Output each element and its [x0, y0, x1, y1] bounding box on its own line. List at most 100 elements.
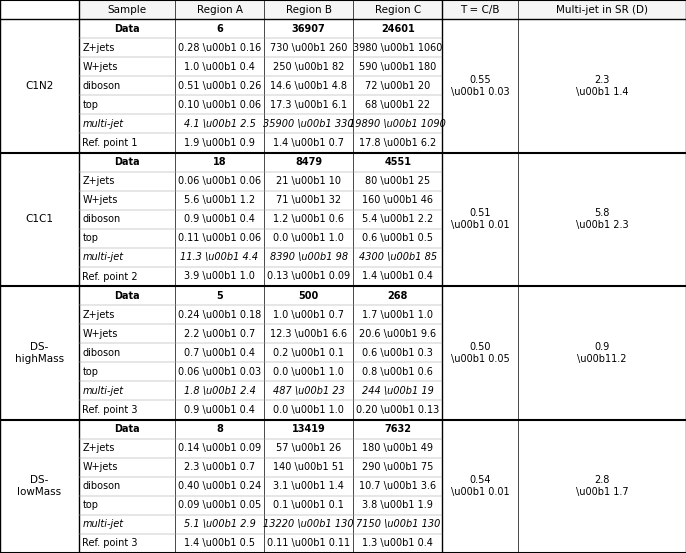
Text: Multi-jet in SR (D): Multi-jet in SR (D): [556, 4, 648, 14]
Text: 0.14 \u00b1 0.09: 0.14 \u00b1 0.09: [178, 443, 261, 453]
Text: 2.3
\u00b1 1.4: 2.3 \u00b1 1.4: [576, 75, 628, 97]
Text: 2.2 \u00b1 0.7: 2.2 \u00b1 0.7: [184, 328, 255, 338]
Text: 13419: 13419: [292, 424, 326, 434]
Text: 0.20 \u00b1 0.13: 0.20 \u00b1 0.13: [356, 405, 440, 415]
Text: Z+jets: Z+jets: [82, 310, 115, 320]
Text: 13220 \u00b1 130: 13220 \u00b1 130: [263, 519, 354, 529]
Text: 0.6 \u00b1 0.5: 0.6 \u00b1 0.5: [362, 233, 434, 243]
Text: 4551: 4551: [384, 157, 412, 167]
Text: 2.8
\u00b1 1.7: 2.8 \u00b1 1.7: [576, 476, 628, 497]
Text: 36907: 36907: [292, 24, 326, 34]
Text: 0.06 \u00b1 0.06: 0.06 \u00b1 0.06: [178, 176, 261, 186]
Text: Data: Data: [114, 424, 140, 434]
Text: 0.0 \u00b1 1.0: 0.0 \u00b1 1.0: [273, 233, 344, 243]
Text: 4.1 \u00b1 2.5: 4.1 \u00b1 2.5: [184, 119, 255, 129]
Text: 17.3 \u00b1 6.1: 17.3 \u00b1 6.1: [270, 100, 347, 110]
Text: W+jets: W+jets: [82, 462, 118, 472]
Text: 6: 6: [216, 24, 223, 34]
Text: Ref. point 3: Ref. point 3: [82, 539, 138, 549]
Text: Z+jets: Z+jets: [82, 176, 115, 186]
Text: 8479: 8479: [295, 157, 322, 167]
Text: top: top: [82, 367, 98, 377]
Text: 5.4 \u00b1 2.2: 5.4 \u00b1 2.2: [362, 215, 434, 225]
Text: 0.9
\u00b11.2: 0.9 \u00b11.2: [577, 342, 627, 363]
Text: 0.24 \u00b1 0.18: 0.24 \u00b1 0.18: [178, 310, 261, 320]
Text: Ref. point 3: Ref. point 3: [82, 405, 138, 415]
Text: 5: 5: [216, 290, 223, 301]
Text: DS-
highMass: DS- highMass: [15, 342, 64, 363]
Text: 0.2 \u00b1 0.1: 0.2 \u00b1 0.1: [273, 348, 344, 358]
Text: 500: 500: [298, 290, 319, 301]
Text: 1.4 \u00b1 0.4: 1.4 \u00b1 0.4: [362, 272, 434, 281]
Text: diboson: diboson: [82, 481, 121, 491]
Text: 68 \u00b1 22: 68 \u00b1 22: [366, 100, 430, 110]
Text: 72 \u00b1 20: 72 \u00b1 20: [365, 81, 431, 91]
Text: 244 \u00b1 19: 244 \u00b1 19: [362, 386, 434, 396]
Text: W+jets: W+jets: [82, 328, 118, 338]
Text: Region C: Region C: [375, 4, 421, 14]
Text: 590 \u00b1 180: 590 \u00b1 180: [359, 62, 436, 72]
Text: 0.0 \u00b1 1.0: 0.0 \u00b1 1.0: [273, 367, 344, 377]
Text: 12.3 \u00b1 6.6: 12.3 \u00b1 6.6: [270, 328, 347, 338]
Text: 8: 8: [216, 424, 223, 434]
Text: 0.13 \u00b1 0.09: 0.13 \u00b1 0.09: [267, 272, 351, 281]
Text: Region B: Region B: [285, 4, 332, 14]
Text: 0.9 \u00b1 0.4: 0.9 \u00b1 0.4: [184, 215, 255, 225]
Text: 730 \u00b1 260: 730 \u00b1 260: [270, 43, 347, 53]
Text: Data: Data: [114, 290, 140, 301]
Text: 160 \u00b1 46: 160 \u00b1 46: [362, 195, 434, 205]
Text: 11.3 \u00b1 4.4: 11.3 \u00b1 4.4: [180, 252, 259, 263]
Text: 0.50
\u00b1 0.05: 0.50 \u00b1 0.05: [451, 342, 510, 363]
Text: 0.55
\u00b1 0.03: 0.55 \u00b1 0.03: [451, 75, 510, 97]
Text: Z+jets: Z+jets: [82, 443, 115, 453]
Text: 0.09 \u00b1 0.05: 0.09 \u00b1 0.05: [178, 500, 261, 510]
Text: top: top: [82, 233, 98, 243]
Text: 0.40 \u00b1 0.24: 0.40 \u00b1 0.24: [178, 481, 261, 491]
Text: multi-jet: multi-jet: [82, 519, 123, 529]
Text: Z+jets: Z+jets: [82, 43, 115, 53]
Text: Region A: Region A: [196, 4, 243, 14]
Text: 3.8 \u00b1 1.9: 3.8 \u00b1 1.9: [362, 500, 434, 510]
Text: 0.51
\u00b1 0.01: 0.51 \u00b1 0.01: [451, 208, 510, 230]
Text: top: top: [82, 100, 98, 110]
Text: 1.4 \u00b1 0.5: 1.4 \u00b1 0.5: [184, 539, 255, 549]
Text: 57 \u00b1 26: 57 \u00b1 26: [276, 443, 342, 453]
Text: 5.6 \u00b1 1.2: 5.6 \u00b1 1.2: [184, 195, 255, 205]
Text: 1.3 \u00b1 0.4: 1.3 \u00b1 0.4: [362, 539, 434, 549]
Text: multi-jet: multi-jet: [82, 386, 123, 396]
Text: 21 \u00b1 10: 21 \u00b1 10: [276, 176, 341, 186]
Text: 0.11 \u00b1 0.06: 0.11 \u00b1 0.06: [178, 233, 261, 243]
Text: 487 \u00b1 23: 487 \u00b1 23: [273, 386, 344, 396]
Text: 8390 \u00b1 98: 8390 \u00b1 98: [270, 252, 348, 263]
Text: 1.0 \u00b1 0.4: 1.0 \u00b1 0.4: [184, 62, 255, 72]
Text: 20.6 \u00b1 9.6: 20.6 \u00b1 9.6: [359, 328, 436, 338]
Text: Sample: Sample: [107, 4, 147, 14]
Text: Ref. point 2: Ref. point 2: [82, 272, 138, 281]
Text: 140 \u00b1 51: 140 \u00b1 51: [273, 462, 344, 472]
Text: diboson: diboson: [82, 81, 121, 91]
Text: 35900 \u00b1 330: 35900 \u00b1 330: [263, 119, 354, 129]
Text: 1.2 \u00b1 0.6: 1.2 \u00b1 0.6: [273, 215, 344, 225]
Text: 3980 \u00b1 1060: 3980 \u00b1 1060: [353, 43, 442, 53]
Text: 24601: 24601: [381, 24, 415, 34]
Text: top: top: [82, 500, 98, 510]
Text: 0.0 \u00b1 1.0: 0.0 \u00b1 1.0: [273, 405, 344, 415]
Text: 0.06 \u00b1 0.03: 0.06 \u00b1 0.03: [178, 367, 261, 377]
Text: T = C/B: T = C/B: [460, 4, 500, 14]
Text: 4300 \u00b1 85: 4300 \u00b1 85: [359, 252, 437, 263]
Text: 5.8
\u00b1 2.3: 5.8 \u00b1 2.3: [576, 208, 628, 230]
Text: 250 \u00b1 82: 250 \u00b1 82: [273, 62, 344, 72]
Text: multi-jet: multi-jet: [82, 252, 123, 263]
Text: Data: Data: [114, 157, 140, 167]
Text: 1.8 \u00b1 2.4: 1.8 \u00b1 2.4: [184, 386, 255, 396]
Text: 7632: 7632: [384, 424, 412, 434]
Text: Data: Data: [114, 24, 140, 34]
Text: C1N2: C1N2: [25, 81, 54, 91]
Text: 19890 \u00b1 1090: 19890 \u00b1 1090: [349, 119, 447, 129]
Bar: [79, 0, 686, 19]
Text: 1.9 \u00b1 0.9: 1.9 \u00b1 0.9: [184, 138, 255, 148]
Text: 0.10 \u00b1 0.06: 0.10 \u00b1 0.06: [178, 100, 261, 110]
Text: W+jets: W+jets: [82, 62, 118, 72]
Text: multi-jet: multi-jet: [82, 119, 123, 129]
Text: 0.51 \u00b1 0.26: 0.51 \u00b1 0.26: [178, 81, 261, 91]
